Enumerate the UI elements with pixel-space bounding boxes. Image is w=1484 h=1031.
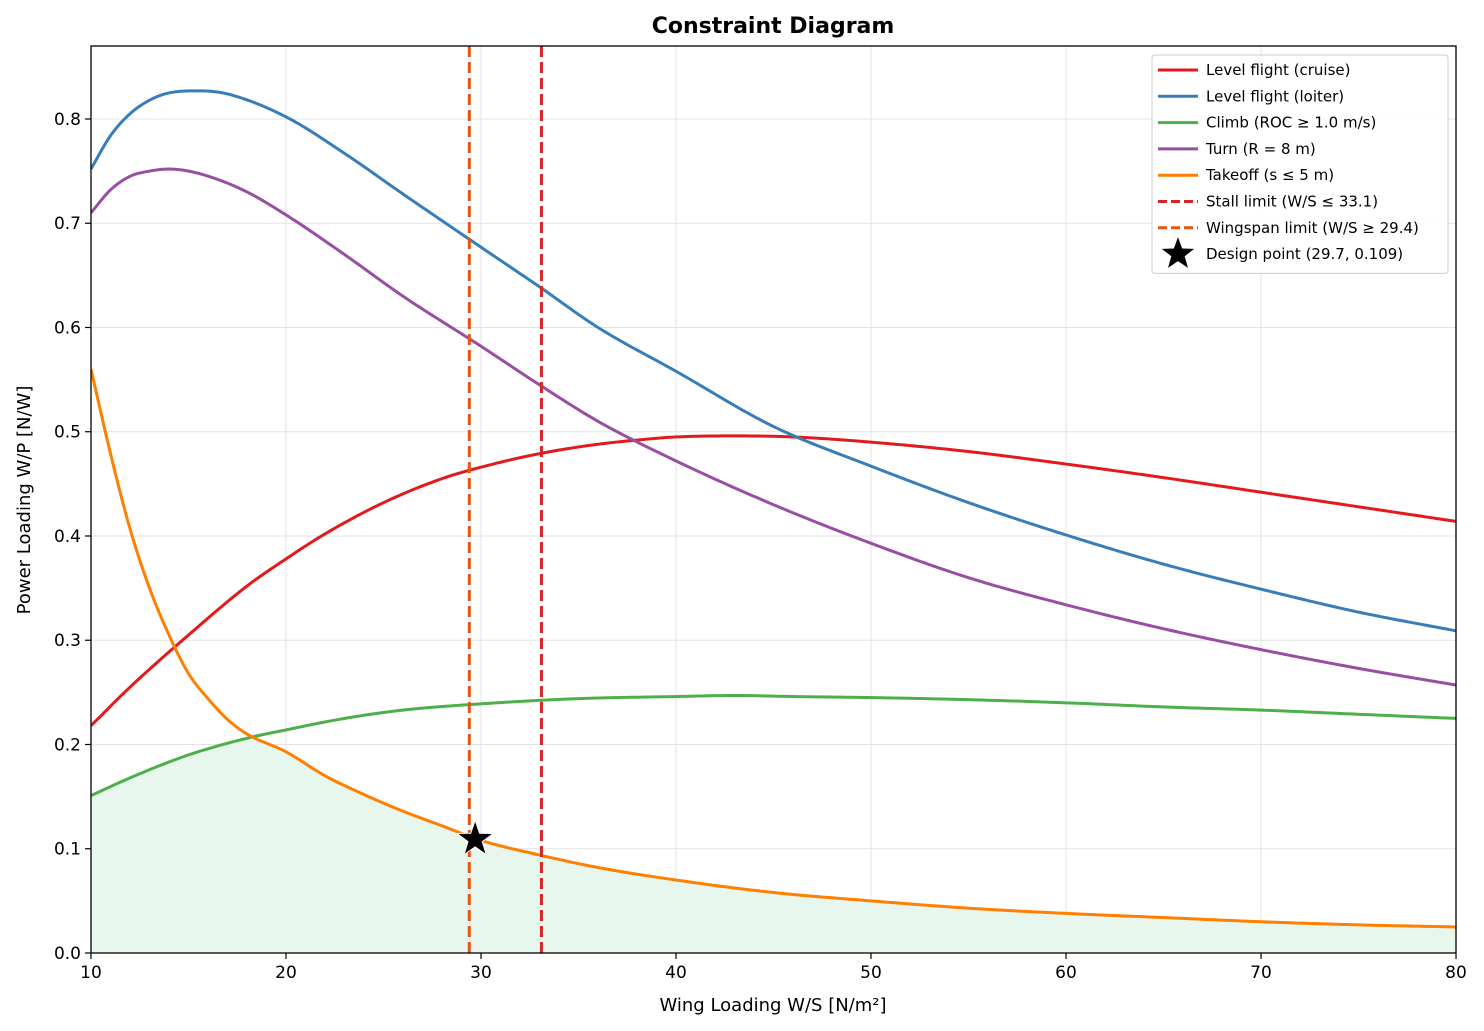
design-point-layer bbox=[455, 818, 495, 856]
series-layer bbox=[91, 89, 1456, 929]
series-line-turn-r-8-m bbox=[91, 167, 1456, 687]
legend-label: Stall limit (W/S ≤ 33.1) bbox=[1206, 193, 1378, 211]
design-point-marker bbox=[455, 818, 495, 856]
legend-box bbox=[1151, 54, 1449, 274]
y-tick-label: 0.3 bbox=[54, 631, 81, 651]
y-tick-label: 0.1 bbox=[54, 840, 81, 860]
y-tick-label: 0.2 bbox=[54, 735, 81, 755]
series-line-takeoff-s-5-m bbox=[91, 368, 1456, 929]
legend-label: Wingspan limit (W/S ≥ 29.4) bbox=[1206, 219, 1419, 237]
y-tick-label: 0.0 bbox=[54, 944, 81, 964]
legend-swatch-star bbox=[1161, 237, 1195, 268]
x-axis-label: Wing Loading W/S [N/m²] bbox=[659, 995, 886, 1016]
axis-ticks: 10 20 30 40 50 60 70 80 0.0 0.1 0.2 0.3 0.4 0.5 0.6 0.7… bbox=[54, 110, 1467, 983]
legend-label: Climb (ROC ≥ 1.0 m/s) bbox=[1206, 114, 1376, 132]
series-line-level-flight-loiter bbox=[91, 89, 1456, 633]
constraint-lines-layer bbox=[467, 46, 543, 953]
y-tick-label: 0.5 bbox=[54, 423, 81, 443]
y-tick-label: 0.6 bbox=[54, 318, 81, 338]
x-tick-label: 60 bbox=[1055, 963, 1077, 983]
legend-label: Level flight (cruise) bbox=[1206, 61, 1351, 79]
x-tick-label: 80 bbox=[1445, 963, 1467, 983]
feasible-region-layer bbox=[91, 737, 1456, 953]
chart-title: Constraint Diagram bbox=[652, 14, 895, 39]
legend-label: Turn (R = 8 m) bbox=[1205, 140, 1316, 158]
legend-label: Takeoff (s ≤ 5 m) bbox=[1205, 166, 1334, 184]
x-tick-label: 50 bbox=[860, 963, 882, 983]
plot-frame bbox=[90, 45, 1457, 954]
x-tick-label: 40 bbox=[665, 963, 687, 983]
y-tick-label: 0.8 bbox=[54, 110, 81, 130]
legend: Level flight (cruise) Level flight (loite… bbox=[1151, 54, 1449, 274]
y-axis-label: Power Loading W/P [N/W] bbox=[14, 386, 35, 615]
series-line-climb-roc-1-0-m-s bbox=[91, 694, 1456, 797]
y-tick-label: 0.7 bbox=[54, 214, 81, 234]
legend-label: Design point (29.7, 0.109) bbox=[1206, 245, 1403, 263]
x-tick-label: 30 bbox=[470, 963, 492, 983]
series-line-level-flight-cruise bbox=[91, 434, 1456, 727]
y-tick-label: 0.4 bbox=[54, 527, 81, 547]
x-tick-label: 10 bbox=[80, 963, 102, 983]
feasible-region bbox=[91, 737, 1456, 953]
x-tick-label: 70 bbox=[1250, 963, 1272, 983]
x-tick-label: 20 bbox=[275, 963, 297, 983]
legend-label: Level flight (loiter) bbox=[1206, 87, 1344, 105]
